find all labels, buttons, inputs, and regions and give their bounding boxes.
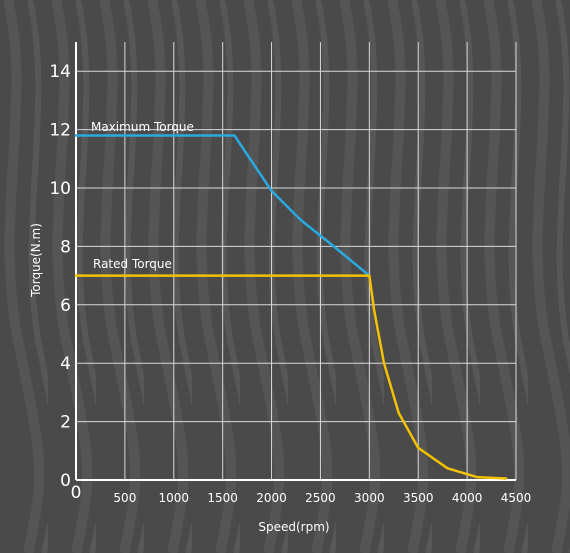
rated-torque-line [74, 274, 508, 480]
x-tick-label: 2500 [305, 491, 336, 505]
y-tick-label: 14 [49, 62, 71, 82]
y-tick-label: 2 [60, 413, 71, 433]
x-tick-label: 4000 [452, 491, 483, 505]
maximum-torque-line [74, 134, 371, 277]
y-tick-label: 12 [49, 121, 71, 141]
x-tick-label: 2000 [256, 491, 287, 505]
label-layer: 0 500 1000 1500 2000 2500 3000 3500 4000 4500 0 2 4 6… [49, 62, 531, 505]
x-tick-label: 3500 [403, 491, 434, 505]
x-tick-label: 3000 [354, 491, 385, 505]
axis-layer [75, 42, 516, 481]
x-axis-label: Speed(rpm) [258, 520, 329, 534]
x-tick-label: 1000 [159, 491, 190, 505]
x-tick-label: 500 [113, 491, 136, 505]
series-layer [74, 134, 508, 480]
y-tick-label: 8 [60, 237, 71, 257]
y-axis-label: Torque(N.m) [29, 223, 43, 298]
x-tick-label: 1500 [207, 491, 238, 505]
grid-layer [76, 42, 517, 480]
rated-torque-label: Rated Torque [93, 257, 172, 271]
maximum-torque-label: Maximum Torque [91, 120, 194, 134]
y-tick-label: 6 [60, 296, 71, 316]
x-tick-label: 4500 [501, 491, 532, 505]
y-tick-label: 0 [60, 471, 71, 491]
x-tick-label: 0 [71, 483, 82, 503]
y-tick-label: 4 [60, 354, 71, 374]
y-tick-label: 10 [49, 179, 71, 199]
